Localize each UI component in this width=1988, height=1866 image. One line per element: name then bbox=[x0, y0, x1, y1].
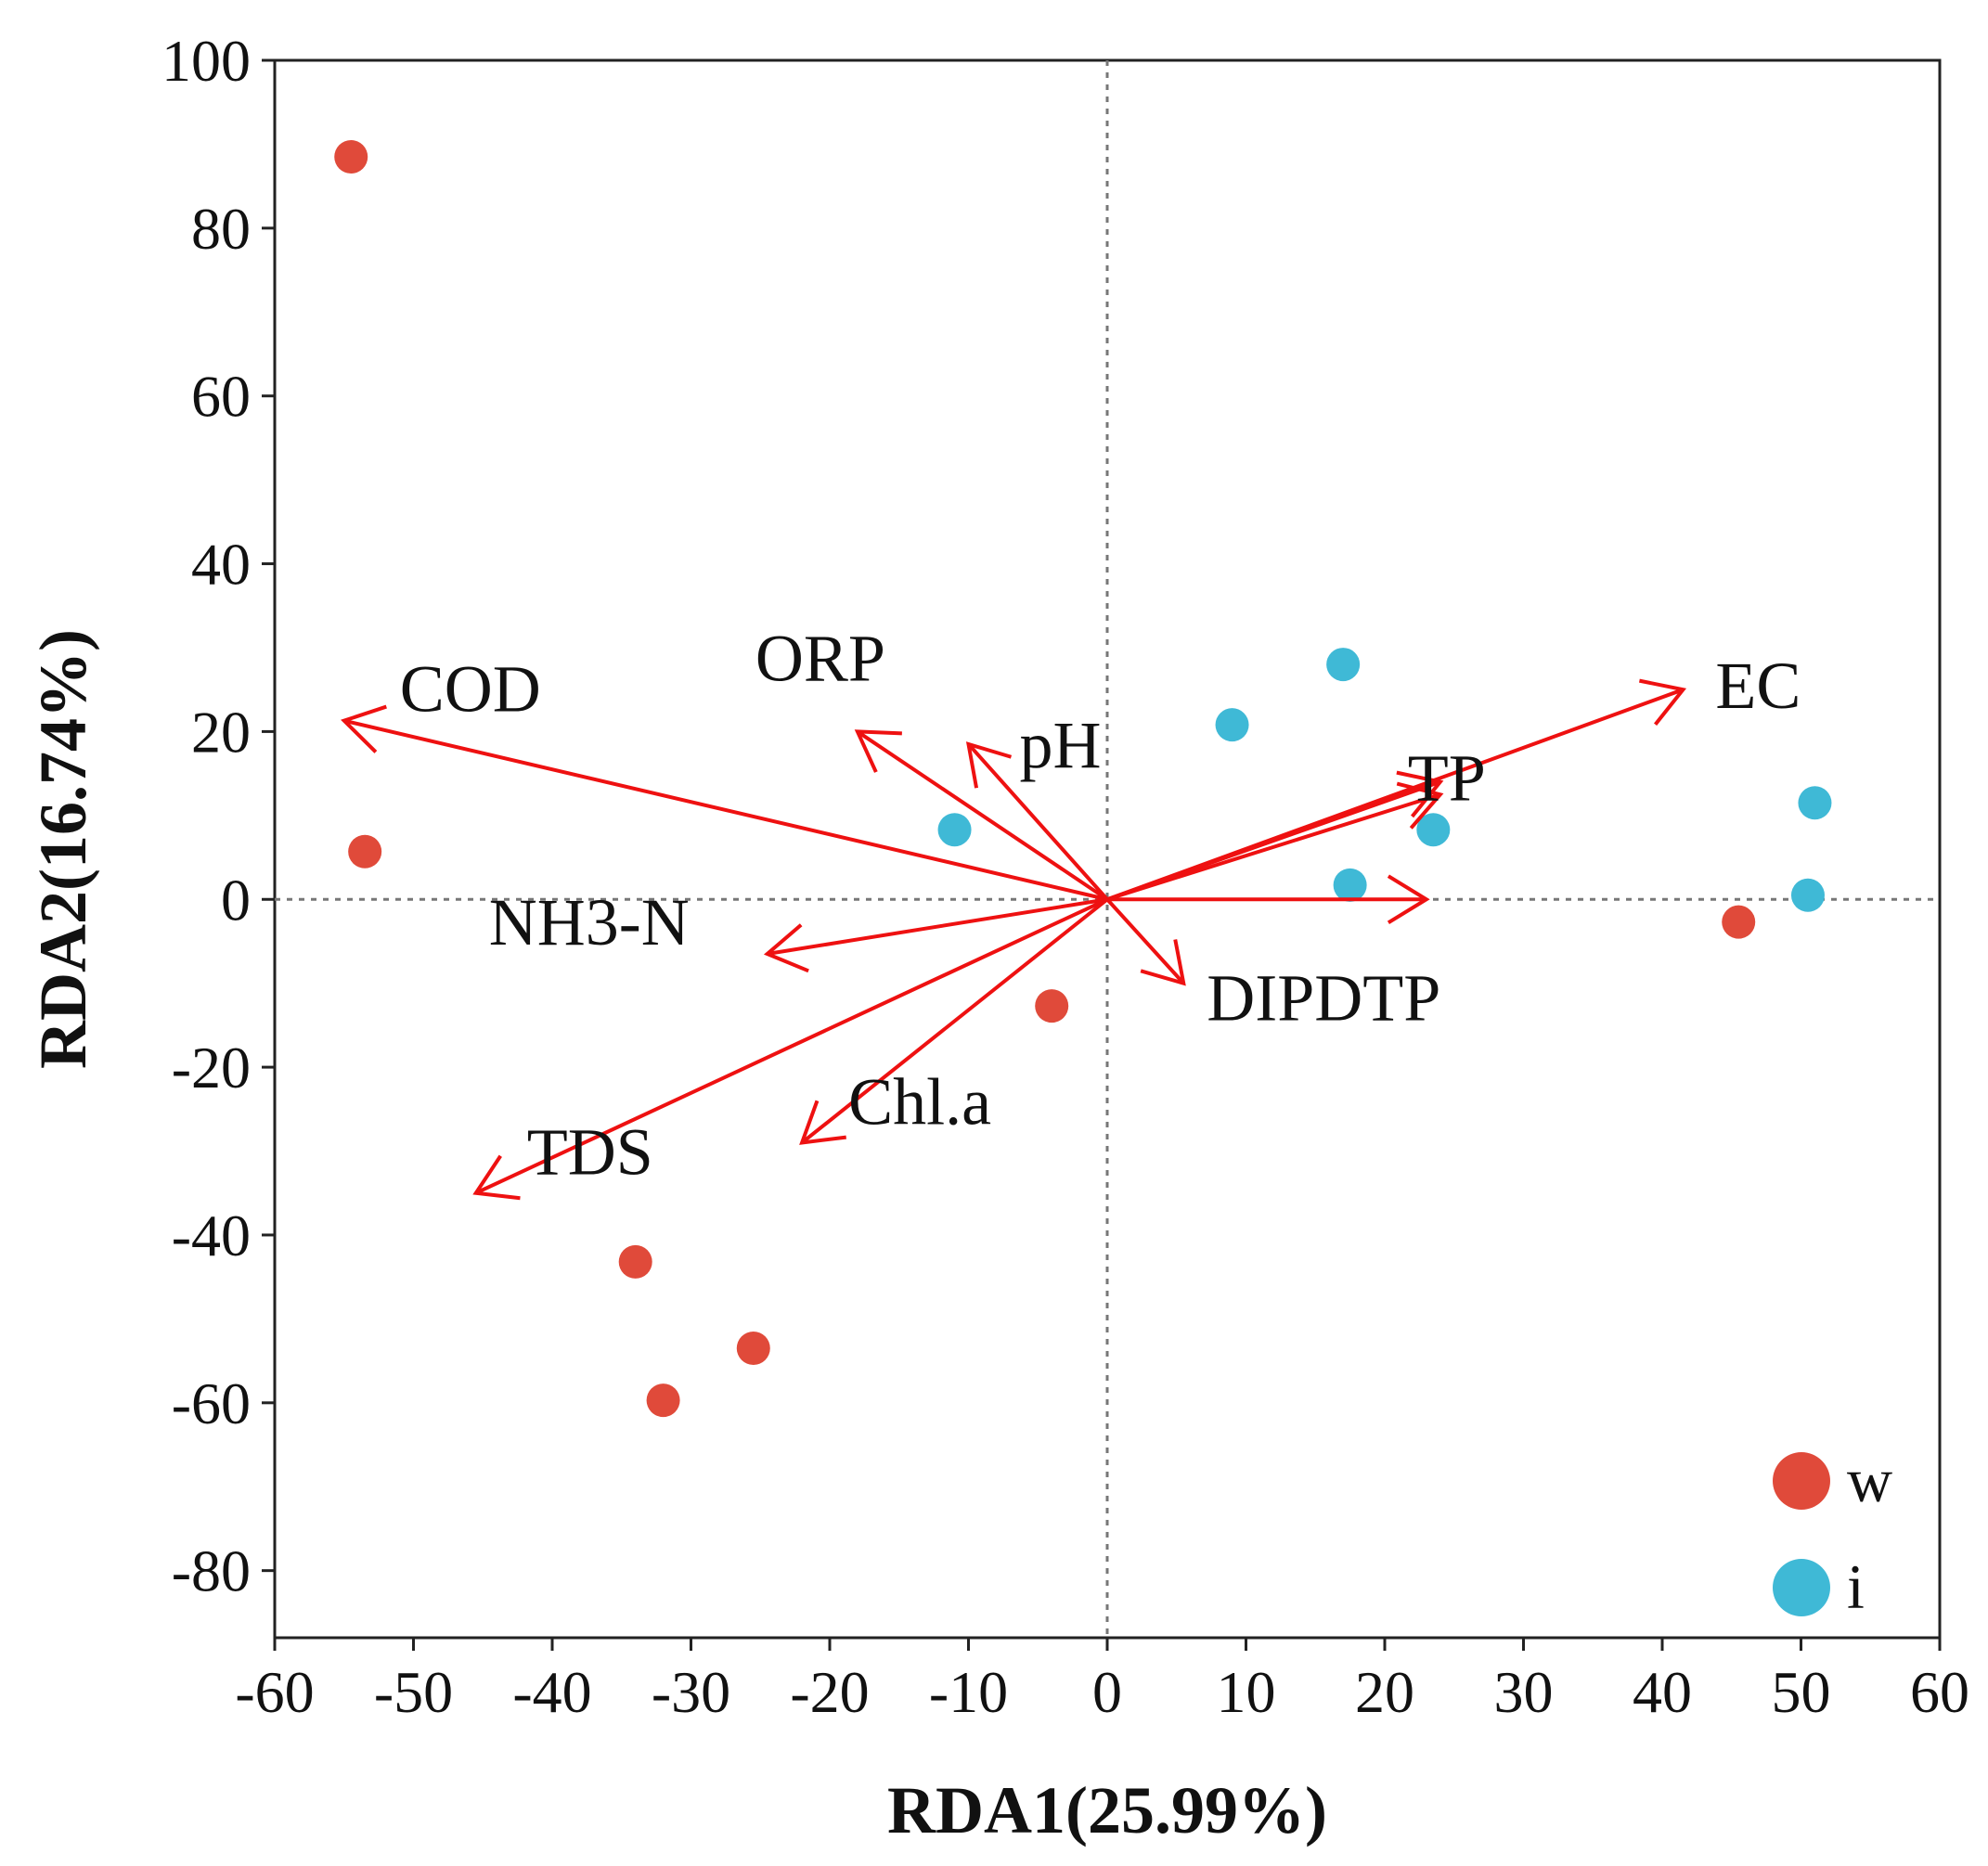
arrow-head bbox=[965, 741, 1013, 789]
arrow-head bbox=[1387, 874, 1430, 925]
x-tick-label: 10 bbox=[1217, 1659, 1276, 1725]
arrow-head bbox=[854, 729, 902, 773]
arrow-label: EC bbox=[1715, 649, 1801, 723]
point-i bbox=[1333, 868, 1367, 902]
arrow-head bbox=[799, 1100, 846, 1145]
y-tick-label: -80 bbox=[172, 1538, 251, 1604]
arrow-shaft bbox=[856, 729, 1109, 901]
y-tick-label: 60 bbox=[191, 364, 251, 430]
point-i bbox=[1798, 786, 1832, 820]
x-tick-label: 40 bbox=[1633, 1659, 1692, 1725]
arrow-head bbox=[341, 704, 387, 753]
environment-arrows bbox=[341, 678, 1687, 1201]
arrow-head bbox=[1140, 939, 1186, 986]
point-w bbox=[1722, 905, 1756, 939]
legend-label-w: w bbox=[1847, 1445, 1892, 1515]
x-tick-label: 30 bbox=[1494, 1659, 1554, 1725]
x-tick-label: -30 bbox=[652, 1659, 730, 1725]
x-tick-label: -60 bbox=[235, 1659, 314, 1725]
point-i bbox=[1790, 878, 1825, 912]
arrow-label: DIPDTP bbox=[1207, 961, 1440, 1036]
legend: wi bbox=[1773, 1445, 1892, 1622]
arrow-head bbox=[763, 923, 809, 973]
x-axis-title: RDA1(25.99%) bbox=[887, 1773, 1327, 1847]
arrow-label: TP bbox=[1408, 741, 1486, 816]
y-axis-title: RDA2(16.74%) bbox=[26, 629, 100, 1069]
point-w bbox=[348, 834, 382, 869]
arrow-head bbox=[1396, 770, 1444, 818]
point-i bbox=[1215, 708, 1249, 742]
arrow-head bbox=[1638, 678, 1687, 727]
arrow-label: pH bbox=[1020, 708, 1102, 782]
arrow-shaft bbox=[800, 897, 1109, 1145]
legend-label-i: i bbox=[1847, 1551, 1865, 1622]
environment-labels: COD ORP pH EC TP NH3-N DIPDTP TDS Chl.a bbox=[400, 621, 1801, 1189]
legend-marker-i bbox=[1773, 1559, 1830, 1616]
arrow-head bbox=[472, 1154, 521, 1201]
x-tick-label: -10 bbox=[929, 1659, 1008, 1725]
arrow-shaft bbox=[1106, 779, 1441, 902]
legend-marker-w bbox=[1773, 1452, 1830, 1510]
y-tick-label: 40 bbox=[191, 532, 251, 598]
x-tick-label: -40 bbox=[512, 1659, 591, 1725]
arrow-head bbox=[1396, 781, 1444, 830]
y-tick-label: 20 bbox=[191, 699, 251, 765]
x-tick-label: -50 bbox=[374, 1659, 453, 1725]
zero-lines bbox=[275, 60, 1940, 1638]
arrow-shaft bbox=[1106, 792, 1441, 902]
point-w bbox=[1035, 989, 1069, 1023]
arrow-label: Chl.a bbox=[848, 1064, 991, 1139]
y-tick-label: -40 bbox=[172, 1203, 251, 1268]
x-tick-label: 20 bbox=[1355, 1659, 1414, 1725]
axes: -60 -50 -40 -30 -20 -10 0 10 20 30 40 50 60 -80 -60 -40… bbox=[161, 28, 1969, 1725]
point-i bbox=[937, 813, 972, 847]
y-tick-label: 100 bbox=[161, 28, 251, 94]
point-w bbox=[646, 1383, 680, 1418]
point-i bbox=[1326, 648, 1361, 682]
point-w bbox=[736, 1332, 770, 1366]
point-w bbox=[618, 1244, 652, 1279]
arrow-label: TDS bbox=[527, 1115, 653, 1190]
y-tick-label: -60 bbox=[172, 1371, 251, 1436]
arrow-shaft bbox=[1105, 897, 1185, 985]
arrow-shaft bbox=[967, 742, 1109, 901]
y-tick-label: 0 bbox=[221, 867, 251, 933]
arrow-shaft bbox=[343, 718, 1108, 902]
arrow-label: COD bbox=[400, 652, 541, 727]
x-tick-label: 60 bbox=[1910, 1659, 1969, 1725]
sample-points bbox=[334, 139, 1832, 1418]
y-tick-label: -20 bbox=[172, 1035, 251, 1100]
x-tick-label: 0 bbox=[1092, 1659, 1122, 1725]
arrow-shaft bbox=[474, 897, 1108, 1195]
arrow-label: ORP bbox=[755, 621, 885, 695]
point-i bbox=[1416, 813, 1451, 847]
x-tick-label: 50 bbox=[1772, 1659, 1831, 1725]
point-w bbox=[334, 139, 368, 174]
arrow-shaft bbox=[767, 897, 1108, 957]
x-tick-label: -20 bbox=[790, 1659, 869, 1725]
y-tick-label: 80 bbox=[191, 196, 251, 262]
arrow-label: NH3-N bbox=[489, 885, 690, 959]
